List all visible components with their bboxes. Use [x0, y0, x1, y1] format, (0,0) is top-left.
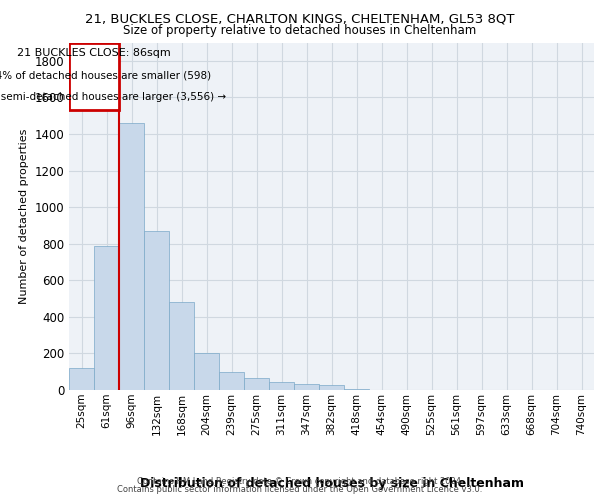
Text: 85% of semi-detached houses are larger (3,556) →: 85% of semi-detached houses are larger (… — [0, 92, 227, 102]
Text: Contains public sector information licensed under the Open Government Licence v3: Contains public sector information licen… — [118, 485, 482, 494]
Bar — [219, 372, 244, 390]
Bar — [94, 246, 119, 390]
Bar — [294, 384, 319, 390]
FancyBboxPatch shape — [69, 42, 119, 110]
Text: 21, BUCKLES CLOSE, CHARLTON KINGS, CHELTENHAM, GL53 8QT: 21, BUCKLES CLOSE, CHARLTON KINGS, CHELT… — [85, 12, 515, 26]
Bar — [169, 302, 194, 390]
Bar — [344, 389, 369, 390]
Bar — [69, 368, 94, 390]
Bar — [194, 354, 219, 390]
Bar — [269, 382, 294, 390]
Text: ← 14% of detached houses are smaller (598): ← 14% of detached houses are smaller (59… — [0, 70, 211, 81]
Text: 21 BUCKLES CLOSE: 86sqm: 21 BUCKLES CLOSE: 86sqm — [17, 48, 171, 58]
Bar — [319, 384, 344, 390]
Y-axis label: Number of detached properties: Number of detached properties — [19, 128, 29, 304]
Bar — [244, 378, 269, 390]
Text: Contains HM Land Registry data © Crown copyright and database right 2024.: Contains HM Land Registry data © Crown c… — [137, 478, 463, 486]
X-axis label: Distribution of detached houses by size in Cheltenham: Distribution of detached houses by size … — [139, 476, 523, 490]
Bar — [144, 231, 169, 390]
Text: Size of property relative to detached houses in Cheltenham: Size of property relative to detached ho… — [124, 24, 476, 37]
Bar — [119, 123, 144, 390]
